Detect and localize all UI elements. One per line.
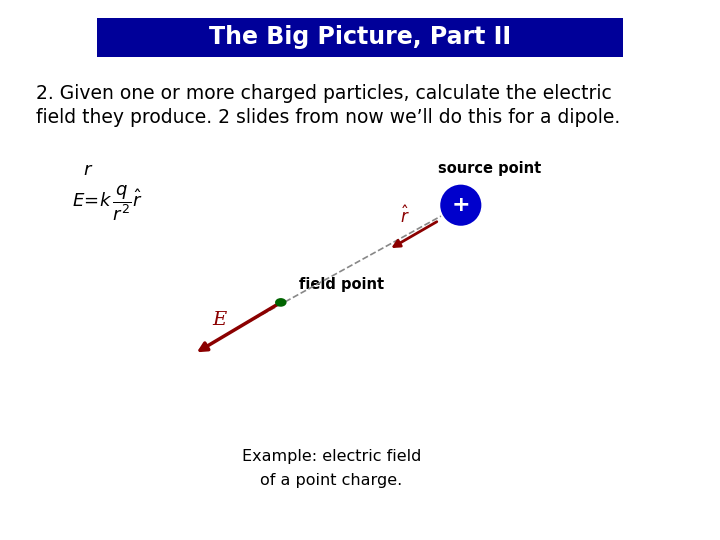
Text: source point: source point xyxy=(438,160,541,176)
Text: field they produce. 2 slides from now we’ll do this for a dipole.: field they produce. 2 slides from now we… xyxy=(36,108,620,127)
Text: $\hat{r}$: $\hat{r}$ xyxy=(400,205,410,227)
Text: The Big Picture, Part II: The Big Picture, Part II xyxy=(209,25,511,49)
FancyBboxPatch shape xyxy=(97,18,623,57)
Ellipse shape xyxy=(439,184,482,227)
Text: 2. Given one or more charged particles, calculate the electric: 2. Given one or more charged particles, … xyxy=(36,84,612,103)
Text: +: + xyxy=(451,195,470,215)
Text: field point: field point xyxy=(299,276,384,292)
Circle shape xyxy=(275,298,287,307)
Text: $r$: $r$ xyxy=(83,161,93,179)
Text: E: E xyxy=(212,311,227,329)
Text: Example: electric field: Example: electric field xyxy=(241,449,421,464)
Text: $E\!=\!k\,\dfrac{q}{r^2}\hat{r}$: $E\!=\!k\,\dfrac{q}{r^2}\hat{r}$ xyxy=(72,184,143,224)
Text: of a point charge.: of a point charge. xyxy=(260,473,402,488)
